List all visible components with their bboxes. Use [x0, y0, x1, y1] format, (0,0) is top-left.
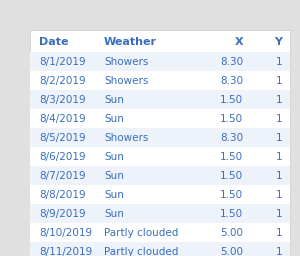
- Text: Sun: Sun: [104, 209, 124, 219]
- Bar: [30, 204, 290, 223]
- Bar: [30, 30, 290, 256]
- Text: 1.50: 1.50: [220, 209, 243, 219]
- Text: 8/4/2019: 8/4/2019: [39, 114, 86, 124]
- Text: 8/3/2019: 8/3/2019: [39, 95, 86, 105]
- Text: 1: 1: [276, 57, 282, 67]
- Bar: [30, 166, 290, 185]
- Text: 1.50: 1.50: [220, 190, 243, 200]
- Text: Sun: Sun: [104, 190, 124, 200]
- Text: 8/2/2019: 8/2/2019: [39, 77, 86, 87]
- Text: X: X: [235, 37, 243, 47]
- Text: 8/9/2019: 8/9/2019: [39, 209, 86, 219]
- Text: Showers: Showers: [104, 77, 148, 87]
- Bar: [30, 185, 290, 204]
- Text: 8/8/2019: 8/8/2019: [39, 190, 86, 200]
- Text: 1: 1: [276, 172, 282, 182]
- Text: Date: Date: [39, 37, 69, 47]
- Bar: [30, 223, 290, 242]
- Text: 8.30: 8.30: [220, 133, 243, 143]
- Text: Sun: Sun: [104, 114, 124, 124]
- Bar: [30, 128, 290, 147]
- Text: 1.50: 1.50: [220, 95, 243, 105]
- Text: 1: 1: [276, 248, 282, 256]
- Text: Weather: Weather: [104, 37, 157, 47]
- Bar: [30, 109, 290, 128]
- Text: 8.30: 8.30: [220, 57, 243, 67]
- Text: 1: 1: [276, 190, 282, 200]
- Text: 8/10/2019: 8/10/2019: [39, 228, 92, 238]
- Text: Showers: Showers: [104, 133, 148, 143]
- Text: 8/5/2019: 8/5/2019: [39, 133, 86, 143]
- Text: 1: 1: [276, 77, 282, 87]
- Text: Partly clouded: Partly clouded: [104, 228, 178, 238]
- Bar: [30, 147, 290, 166]
- Text: 8.30: 8.30: [220, 77, 243, 87]
- Text: 1: 1: [276, 114, 282, 124]
- Text: 8/7/2019: 8/7/2019: [39, 172, 86, 182]
- Text: 1.50: 1.50: [220, 114, 243, 124]
- Text: Sun: Sun: [104, 95, 124, 105]
- Text: 1: 1: [276, 153, 282, 163]
- Text: 1: 1: [276, 133, 282, 143]
- Bar: [30, 242, 290, 256]
- Bar: [30, 71, 290, 90]
- Bar: [30, 90, 290, 109]
- Text: 8/11/2019: 8/11/2019: [39, 248, 92, 256]
- Bar: [30, 52, 290, 71]
- Text: 5.00: 5.00: [220, 228, 243, 238]
- Text: 1.50: 1.50: [220, 172, 243, 182]
- Text: Sun: Sun: [104, 172, 124, 182]
- Text: Sun: Sun: [104, 153, 124, 163]
- Text: Showers: Showers: [104, 57, 148, 67]
- Text: Partly clouded: Partly clouded: [104, 248, 178, 256]
- Text: 1: 1: [276, 95, 282, 105]
- Text: 8/1/2019: 8/1/2019: [39, 57, 86, 67]
- Text: 1: 1: [276, 209, 282, 219]
- Text: 1: 1: [276, 228, 282, 238]
- Text: 1.50: 1.50: [220, 153, 243, 163]
- Text: Y: Y: [274, 37, 282, 47]
- Text: 8/6/2019: 8/6/2019: [39, 153, 86, 163]
- Text: 5.00: 5.00: [220, 248, 243, 256]
